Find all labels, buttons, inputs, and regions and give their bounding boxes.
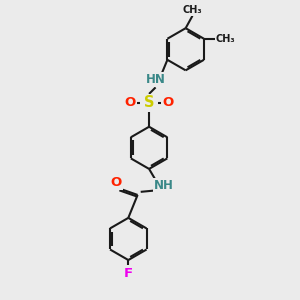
Text: O: O [124, 96, 136, 109]
Text: F: F [124, 266, 133, 280]
Text: CH₃: CH₃ [183, 4, 202, 15]
Text: HN: HN [146, 73, 166, 86]
Text: CH₃: CH₃ [216, 34, 236, 44]
Text: O: O [163, 96, 174, 109]
Text: S: S [144, 95, 154, 110]
Text: O: O [110, 176, 122, 189]
Text: NH: NH [154, 179, 174, 192]
